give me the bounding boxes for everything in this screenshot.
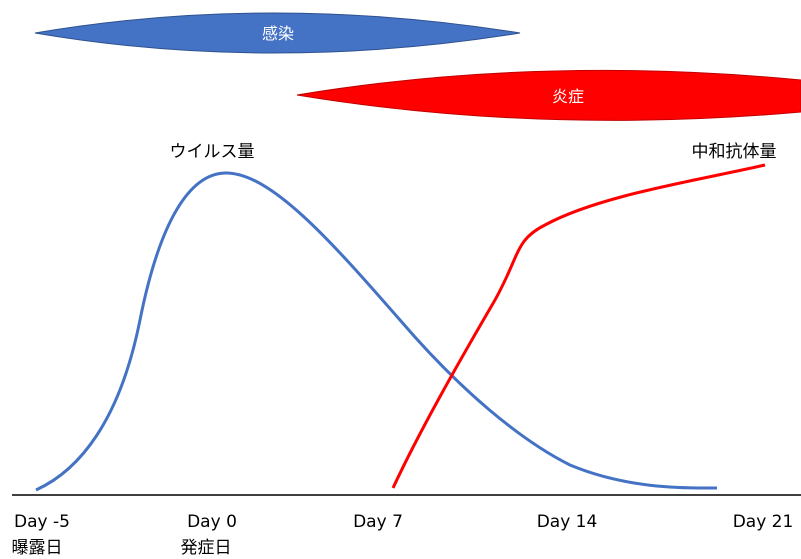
virus-load-label: ウイルス量 (170, 142, 255, 162)
antibody-level-label: 中和抗体量 (692, 142, 777, 162)
axis-tick-label: Day 0 (187, 512, 237, 532)
axis-tick-sublabel: 発症日 (181, 538, 232, 558)
axis-tick-label: Day 7 (353, 512, 403, 532)
axis-tick-label: Day -5 (14, 512, 70, 532)
inflammation-pill-label: 炎症 (552, 87, 584, 106)
inflammation-pill (296, 69, 801, 121)
infection-pill-label: 感染 (262, 24, 294, 43)
virus-load-curve (35, 171, 718, 492)
infection-pill (34, 12, 521, 54)
axis-tick-sublabel: 曝露日 (12, 538, 63, 558)
antibody-curve (391, 163, 766, 489)
axis-tick-label: Day 14 (537, 512, 598, 532)
axis-tick-label: Day 21 (733, 512, 794, 532)
